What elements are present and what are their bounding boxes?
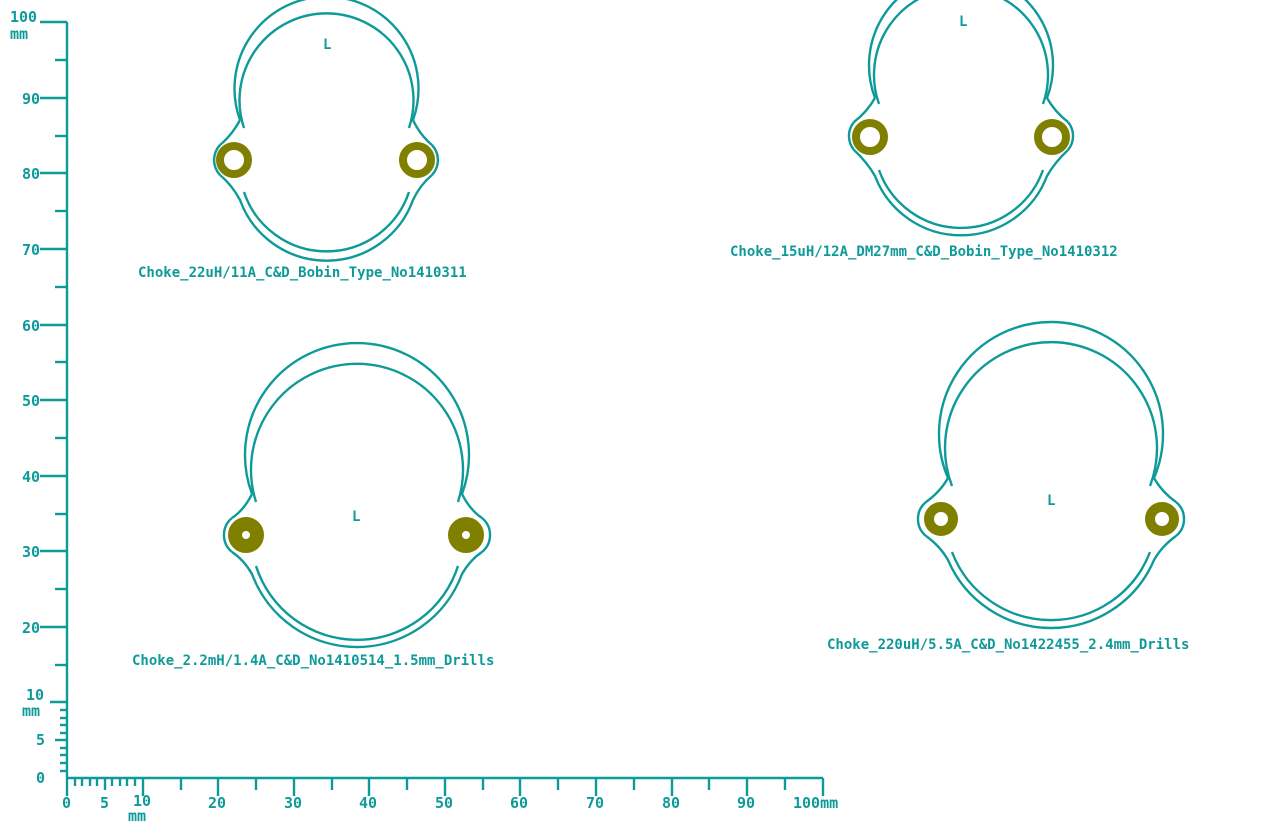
pad-2[interactable] <box>1145 502 1179 536</box>
body-outline <box>249 362 465 642</box>
footprint-name: Choke_2.2mH/1.4A_C&D_No1410514_1.5mm_Dri… <box>132 653 494 669</box>
pad-1[interactable] <box>216 142 252 178</box>
footprint-choke-220uh[interactable]: L Choke_220uH/5.5A_C&D_No1422455_2.4mm_D… <box>827 320 1189 653</box>
pad-2[interactable] <box>399 142 435 178</box>
reference-designator: L <box>323 37 331 53</box>
pad-2[interactable] <box>1034 119 1070 155</box>
ruler-label-90: 90 <box>22 90 40 108</box>
ruler-label-100: 100 <box>10 8 37 26</box>
footprint-choke-22uh[interactable]: L Choke_22uH/11A_C&D_Bobin_Type_No141031… <box>138 0 467 281</box>
pad-2[interactable] <box>448 517 484 553</box>
courtyard-outline <box>219 0 433 262</box>
ruler-bottom-80: 80 <box>662 794 680 812</box>
ruler-label-80: 80 <box>22 165 40 183</box>
ruler-label-20: 20 <box>22 619 40 637</box>
body-outline <box>238 12 415 253</box>
courtyard-outline <box>231 341 483 649</box>
ruler-bottom-20: 20 <box>208 794 226 812</box>
ruler-bottom-30: 30 <box>284 794 302 812</box>
footprint-choke-2-2mh[interactable]: L Choke_2.2mH/1.4A_C&D_No1410514_1.5mm_D… <box>132 341 494 669</box>
reference-designator: L <box>1047 493 1055 509</box>
ruler-label-40: 40 <box>22 468 40 486</box>
ruler-bottom-0: 0 <box>62 794 71 812</box>
ruler-label-60: 60 <box>22 317 40 335</box>
body-outline <box>872 0 1050 230</box>
reference-designator: L <box>959 14 967 30</box>
ruler-label-30: 30 <box>22 543 40 561</box>
footprint-name: Choke_22uH/11A_C&D_Bobin_Type_No1410311 <box>138 265 467 281</box>
ruler-label-0: 0 <box>36 769 45 787</box>
vertical-ruler-ticks <box>40 20 67 773</box>
ruler-label-5: 5 <box>36 731 45 749</box>
ruler: 100 mm 90 80 70 60 50 40 30 20 10 mm 5 0… <box>10 8 838 823</box>
ruler-bottom-100mm: 100mm <box>793 794 838 812</box>
footprint-choke-15uh[interactable]: L Choke_15uH/12A_DM27mm_C&D_Bobin_Type_N… <box>730 0 1118 260</box>
ruler-bottom-unit-small: mm <box>128 807 146 823</box>
ruler-unit-top: mm <box>10 25 28 43</box>
ruler-bottom-90: 90 <box>737 794 755 812</box>
pad-courtyard <box>847 121 1075 151</box>
reference-designator: L <box>352 509 360 525</box>
pad-courtyard <box>212 144 440 176</box>
ruler-bottom-40: 40 <box>359 794 377 812</box>
ruler-bottom-10: 10 <box>133 792 151 810</box>
body-outline <box>943 340 1159 622</box>
footprint-name: Choke_220uH/5.5A_C&D_No1422455_2.4mm_Dri… <box>827 637 1189 653</box>
pad-1[interactable] <box>924 502 958 536</box>
ruler-label-50: 50 <box>22 392 40 410</box>
pad-1[interactable] <box>228 517 264 553</box>
ruler-unit-small: mm <box>22 702 40 720</box>
horizontal-ruler-ticks <box>65 778 825 796</box>
ruler-label-10: 10 <box>26 686 44 704</box>
courtyard-outline <box>925 320 1177 630</box>
ruler-label-70: 70 <box>22 241 40 259</box>
ruler-bottom-5: 5 <box>100 794 109 812</box>
pad-1[interactable] <box>852 119 888 155</box>
pad-courtyard <box>916 501 1186 537</box>
ruler-bottom-70: 70 <box>586 794 604 812</box>
ruler-bottom-50: 50 <box>435 794 453 812</box>
pad-courtyard <box>222 517 492 553</box>
ruler-bottom-60: 60 <box>510 794 528 812</box>
footprint-name: Choke_15uH/12A_DM27mm_C&D_Bobin_Type_No1… <box>730 244 1118 260</box>
courtyard-outline <box>853 0 1069 237</box>
